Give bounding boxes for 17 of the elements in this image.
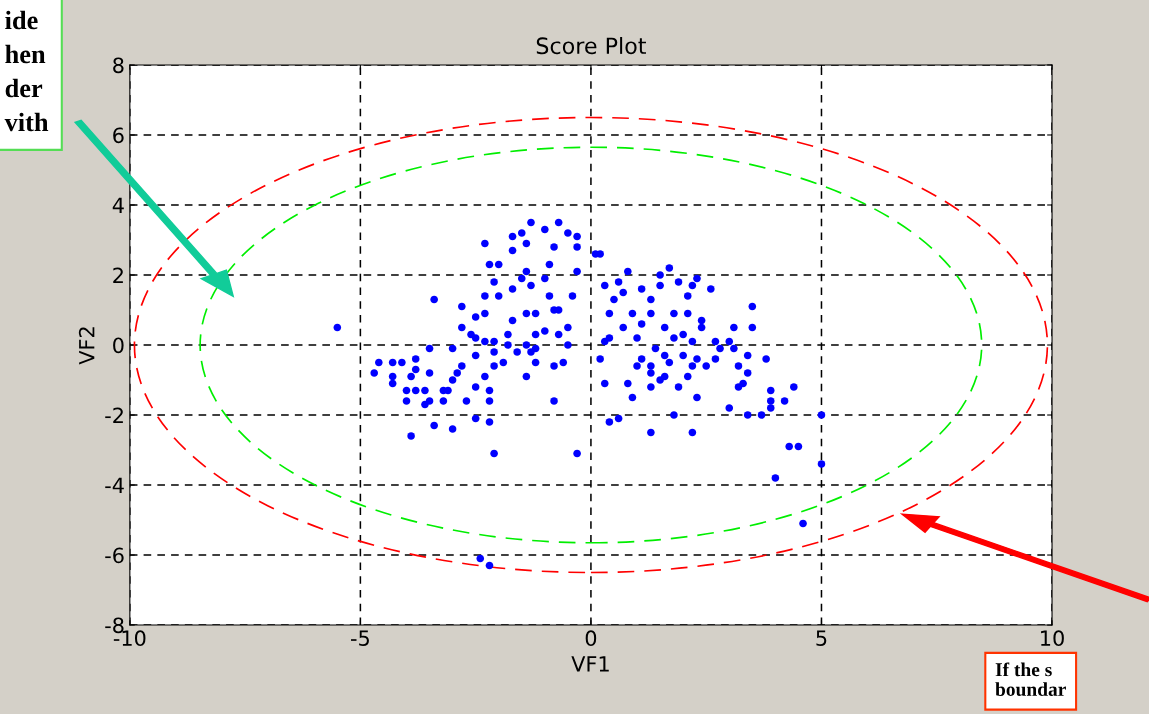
- x-tick-label: 0: [585, 630, 597, 647]
- chart-title: Score Plot: [536, 36, 646, 55]
- y-tick-label: 2: [113, 267, 123, 283]
- y-tick-label: -2: [105, 407, 123, 423]
- x-tick-label: 5: [816, 630, 827, 647]
- y-axis-title: VF2: [78, 327, 95, 365]
- y-tick-label: 4: [112, 197, 124, 213]
- y-tick-label: 8: [113, 57, 124, 74]
- y-tick-label: -6: [105, 547, 124, 564]
- x-tick-label: -5: [351, 630, 369, 647]
- y-tick-label: 6: [113, 127, 124, 144]
- x-tick-label: 10: [1041, 630, 1064, 647]
- x-axis-title: VF1: [571, 656, 609, 672]
- y-tick-label: -4: [105, 477, 124, 493]
- y-tick-label: 0: [113, 337, 124, 354]
- text: If the s boundar: [995, 662, 1066, 696]
- text: ide hen der vith: [4, 10, 49, 132]
